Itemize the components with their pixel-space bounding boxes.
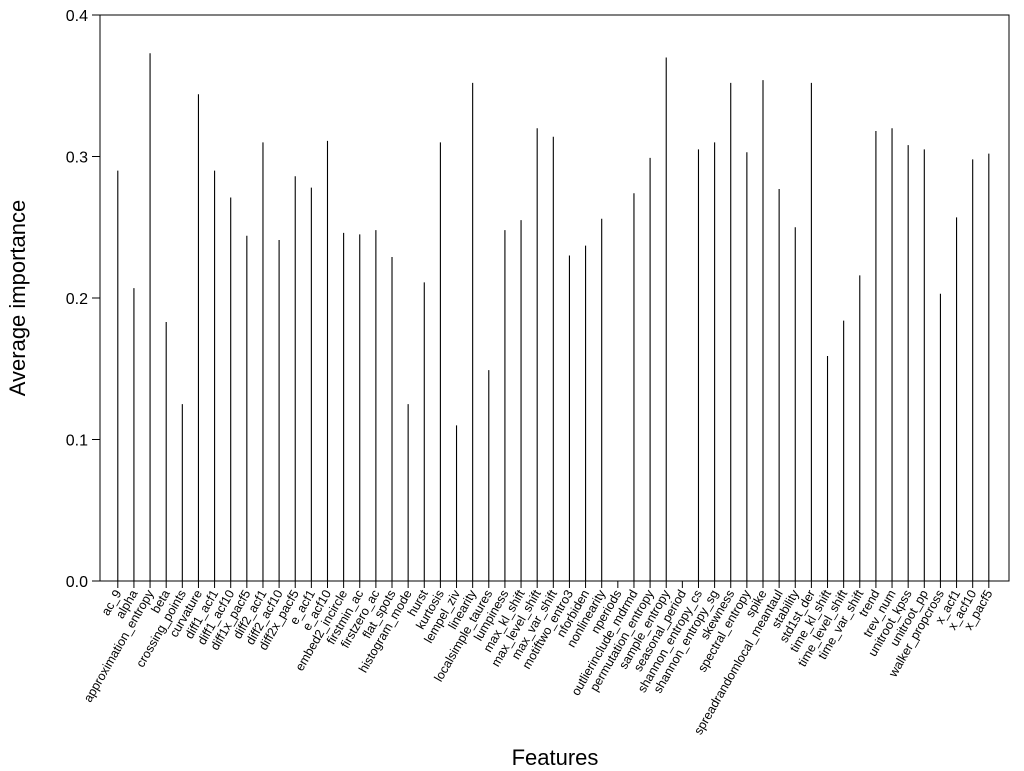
y-axis-title: Average importance [5,199,30,397]
y-tick-label: 0.1 [66,433,88,450]
y-tick-label: 0.0 [66,574,88,591]
y-axis: 0.0 0.1 0.2 0.3 0.4 [66,8,100,591]
plot-frame [99,14,1010,582]
y-tick-label: 0.4 [66,8,88,25]
bars-group [117,53,990,581]
x-axis: ac_9alphaapproximation_entropybetacrossi… [81,581,995,737]
x-axis-title: Features [511,745,599,770]
y-tick-label: 0.2 [66,291,88,308]
y-tick-label: 0.3 [66,150,88,167]
